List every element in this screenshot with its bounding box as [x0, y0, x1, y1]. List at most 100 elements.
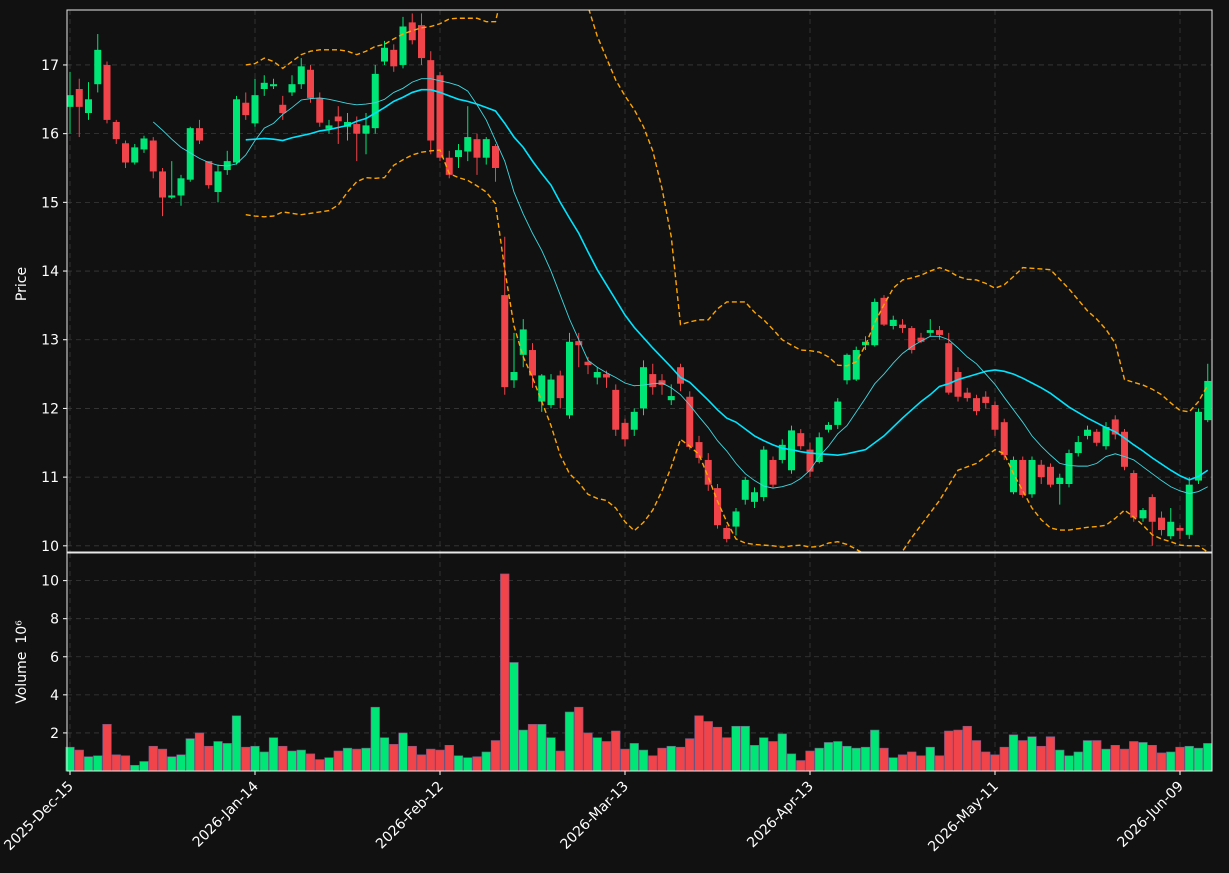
volume-bar: [574, 706, 584, 772]
volume-bar: [527, 724, 538, 772]
volume-bar: [111, 754, 121, 772]
candle-body: [575, 341, 583, 346]
volume-bar: [481, 751, 491, 772]
volume-bar: [601, 741, 612, 772]
candle-body: [196, 128, 203, 141]
volume-bar: [971, 740, 982, 772]
indicator-line: [152, 78, 1208, 495]
volume-axis-label: Volume 10⁶: [14, 620, 30, 704]
volume-bar: [657, 747, 667, 772]
volume-bar: [407, 745, 417, 772]
candle-body: [723, 527, 731, 539]
volume-bar: [685, 738, 695, 772]
candle-body: [279, 104, 287, 114]
candle-body: [75, 88, 83, 107]
volume-bar: [1018, 740, 1028, 772]
candle-body: [760, 449, 768, 498]
candle-body: [741, 479, 749, 500]
candle-body: [1084, 429, 1091, 436]
volume-bar: [823, 742, 834, 772]
price-panel-frame: [66, 9, 1213, 553]
candle-body: [843, 354, 851, 381]
candle-body: [159, 171, 166, 198]
volume-bar: [555, 750, 565, 772]
volume-bar: [722, 737, 732, 772]
candle-body: [67, 95, 74, 107]
volume-bar: [999, 746, 1009, 772]
volume-bar: [777, 733, 787, 772]
volume-bar: [83, 756, 94, 772]
indicator-line: [245, 10, 1209, 413]
candle-body: [445, 157, 453, 175]
volume-bar: [1129, 741, 1139, 772]
volume-bar: [860, 746, 871, 772]
candle-body: [455, 150, 462, 158]
volume-bar: [176, 754, 186, 772]
volume-bar: [796, 760, 806, 772]
candle-body: [260, 82, 268, 89]
candle-body: [1195, 411, 1202, 481]
volume-bar: [1064, 755, 1074, 772]
volume-bar: [675, 746, 686, 772]
candle-body: [1158, 517, 1165, 531]
volume-bar: [1055, 749, 1065, 772]
volume-tick-label: 8: [50, 612, 59, 628]
volume-label-text: Volume: [14, 652, 30, 704]
volume-offset-label: 10⁶: [14, 620, 30, 644]
volume-bar: [389, 744, 399, 772]
candle-body: [1028, 459, 1036, 495]
volume-bar: [444, 744, 454, 772]
volume-bar: [222, 743, 232, 772]
candle-body: [556, 375, 564, 399]
volume-bar: [870, 729, 880, 772]
candle-body: [344, 121, 351, 127]
volume-bar: [592, 737, 602, 772]
candle-body: [834, 401, 842, 425]
volume-bar: [231, 715, 242, 772]
candle-body: [418, 25, 425, 59]
candle-body: [529, 350, 536, 376]
volume-bar: [1193, 747, 1204, 772]
price-tick-label: 10: [41, 539, 59, 555]
volume-bar: [241, 746, 251, 772]
candle-body: [667, 396, 675, 401]
volume-bar: [1110, 744, 1120, 772]
volume-bar: [990, 754, 1000, 772]
candle-body: [991, 404, 999, 430]
candle-body: [704, 459, 712, 485]
candle-body: [519, 329, 527, 355]
volume-bar: [296, 749, 306, 772]
volume-bar: [361, 747, 371, 772]
candle-body: [982, 396, 990, 403]
volume-bar: [897, 754, 908, 772]
volume-bar: [925, 746, 935, 772]
candle-body: [640, 367, 647, 409]
candle-body: [473, 139, 481, 158]
candle-body: [1185, 484, 1193, 535]
volume-bar: [638, 749, 649, 772]
candle-body: [686, 396, 694, 447]
candle-body: [288, 84, 296, 93]
volume-bar: [453, 755, 464, 772]
candle-body: [1111, 419, 1119, 435]
volume-bar: [1027, 736, 1037, 772]
candle-body: [584, 361, 592, 366]
candle-body: [714, 488, 721, 526]
volume-bar: [213, 741, 223, 772]
volume-bar: [139, 761, 149, 772]
price-tick-label: 13: [41, 333, 59, 349]
volume-bar: [315, 759, 325, 772]
volume-bar: [463, 757, 473, 772]
volume-bar: [888, 757, 898, 772]
volume-bar: [620, 748, 630, 772]
volume-bar: [435, 749, 445, 772]
candle-body: [464, 137, 472, 152]
candle-body: [852, 350, 860, 380]
volume-bar: [157, 748, 168, 772]
volume-bar: [749, 744, 760, 772]
volume-bar: [611, 730, 621, 772]
volume-bar: [1045, 736, 1056, 772]
volume-tick-label: 2: [50, 726, 59, 742]
candle-body: [732, 511, 740, 527]
volume-bar: [250, 745, 260, 772]
